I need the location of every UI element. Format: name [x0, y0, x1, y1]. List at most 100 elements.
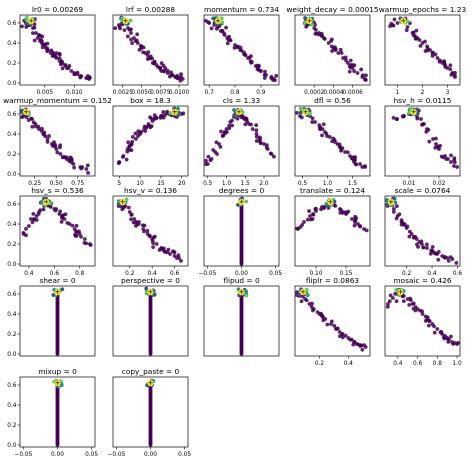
data-point [45, 140, 50, 144]
data-point [325, 322, 330, 327]
data-point [169, 70, 173, 75]
data-point [425, 246, 429, 250]
data-point [67, 63, 72, 68]
best-marker: + [55, 379, 61, 387]
axes-frame [19, 105, 96, 177]
data-point [264, 143, 269, 147]
subplot-title: lrf = 0.00288 [126, 5, 175, 14]
data-point [421, 245, 426, 250]
data-point [143, 129, 148, 133]
data-point [334, 326, 338, 331]
data-point [63, 212, 68, 217]
data-point [414, 237, 419, 241]
data-point [121, 205, 126, 210]
data-point [432, 330, 437, 335]
data-point [204, 162, 208, 167]
subplot-13: translate = 0.124 +0.10 0.15 [294, 186, 371, 277]
x-tick-label: 0.0006 [343, 90, 364, 96]
data-point [438, 330, 443, 335]
subplot-title: hsv_h = 0.0115 [393, 96, 451, 105]
data-point [218, 145, 223, 149]
data-point [224, 25, 228, 30]
data-point [250, 127, 255, 131]
data-point [302, 220, 306, 224]
x-tick-label: 0.8 [75, 271, 85, 277]
data-point [41, 42, 46, 47]
data-point [332, 324, 337, 328]
y-tick-label: 0.0 [7, 443, 17, 449]
data-point [436, 145, 441, 150]
data-point [263, 69, 267, 74]
x-tick-label: 1.5 [241, 181, 251, 187]
x-tick-label: 0.15 [340, 271, 353, 277]
axes-frame [19, 14, 96, 86]
data-point [352, 69, 357, 73]
best-marker: + [400, 17, 406, 25]
best-point [397, 288, 404, 296]
data-point [258, 68, 263, 73]
data-point [79, 234, 83, 239]
data-point [70, 223, 75, 228]
data-point [392, 17, 397, 22]
data-point [120, 155, 125, 159]
data-point [348, 58, 353, 63]
data-point [136, 134, 140, 138]
subplot-17: flipud = 0 + [203, 276, 280, 357]
data-point [158, 65, 162, 70]
x-tick-label: 0.6 [170, 271, 180, 277]
x-tick-label: 0.0050 [131, 90, 152, 96]
data-point [79, 166, 84, 171]
data-point [117, 160, 122, 165]
data-point [394, 216, 399, 221]
subplot-14: scale = 0.0764+0.2 0.4 0.6 [384, 186, 462, 277]
data-point [142, 223, 147, 228]
data-point [360, 73, 365, 78]
density-point [144, 286, 149, 291]
data-point [230, 123, 235, 128]
data-point [434, 136, 438, 141]
data-point [360, 347, 365, 352]
density-point [39, 199, 44, 204]
data-point [314, 206, 318, 211]
density-point [219, 16, 224, 21]
axes-frame [203, 285, 280, 357]
data-point [449, 334, 453, 339]
data-point [445, 336, 450, 341]
data-point [134, 137, 138, 141]
best-marker: + [388, 198, 394, 206]
subplot-title: warmup_momentum = 0.152 [3, 96, 112, 105]
data-point [330, 139, 335, 144]
data-point [58, 143, 63, 148]
data-point [142, 229, 146, 234]
data-point [57, 51, 62, 56]
data-point [63, 63, 68, 68]
data-point [362, 343, 366, 348]
density-point [244, 293, 249, 298]
data-point [394, 117, 399, 122]
y-tick-label: 0.2 [7, 423, 17, 429]
data-point [411, 30, 416, 35]
density-point [303, 16, 307, 20]
best-marker: + [303, 108, 309, 116]
data-point [137, 47, 142, 52]
data-point [219, 129, 223, 134]
data-point [364, 73, 368, 78]
y-tick-label: 0.6 [7, 112, 17, 118]
data-point [29, 116, 34, 121]
y-tick-label: 0.4 [7, 403, 17, 409]
data-point [295, 110, 299, 115]
data-point [310, 120, 315, 124]
data-point [178, 78, 183, 83]
data-point [172, 250, 177, 255]
data-point [24, 25, 29, 29]
data-point [78, 75, 83, 80]
data-point [54, 51, 59, 56]
best-marker: + [239, 198, 245, 206]
data-point [448, 67, 453, 72]
data-point [179, 74, 183, 79]
best-point [235, 108, 243, 116]
data-point [427, 319, 432, 324]
data-point [88, 243, 93, 247]
data-point [338, 144, 342, 149]
data-point [53, 208, 58, 213]
